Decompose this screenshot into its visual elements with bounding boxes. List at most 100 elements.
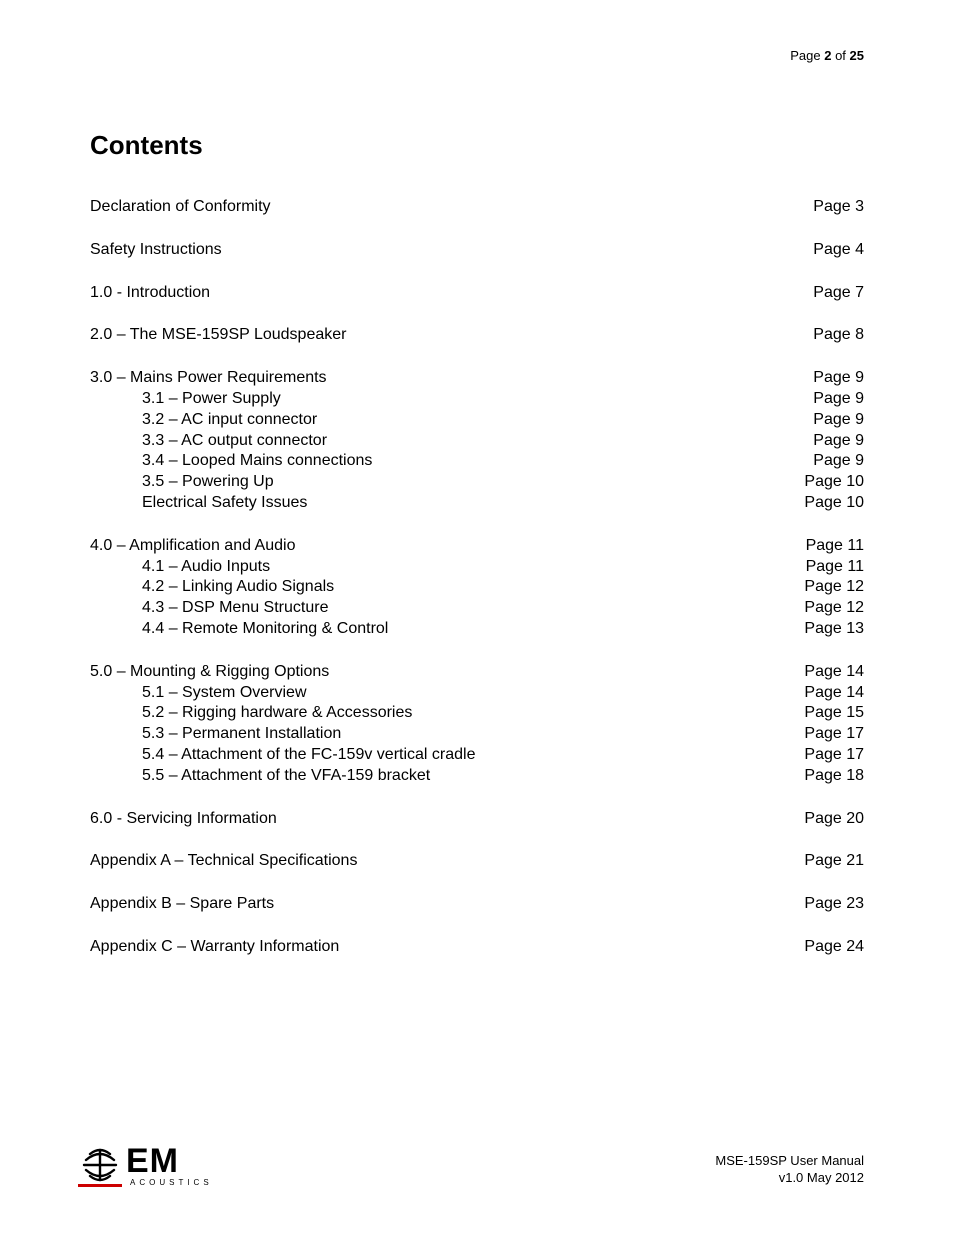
toc-entry-title: 4.3 – DSP Menu Structure bbox=[90, 598, 784, 619]
toc-block: 3.0 – Mains Power RequirementsPage 93.1 … bbox=[90, 368, 864, 514]
toc-entry-title: 3.3 – AC output connector bbox=[90, 431, 793, 452]
toc-entry-page: Page 3 bbox=[793, 197, 864, 218]
toc-row: 3.2 – AC input connectorPage 9 bbox=[90, 410, 864, 431]
brand-logo: EM ACOUSTICS bbox=[78, 1146, 213, 1187]
toc-entry-title: 5.5 – Attachment of the VFA-159 bracket bbox=[90, 766, 784, 787]
toc-entry-title: 4.4 – Remote Monitoring & Control bbox=[90, 619, 784, 640]
document-page: Page 2 of 25 Contents Declaration of Con… bbox=[0, 0, 954, 1235]
toc-entry-title: 5.3 – Permanent Installation bbox=[90, 724, 784, 745]
toc-entry-title: 3.4 – Looped Mains connections bbox=[90, 451, 793, 472]
toc-block: 4.0 – Amplification and AudioPage 114.1 … bbox=[90, 536, 864, 640]
toc-entry-title: Appendix B – Spare Parts bbox=[90, 894, 784, 915]
toc-block: 6.0 - Servicing InformationPage 20 bbox=[90, 809, 864, 830]
page-footer: EM ACOUSTICS MSE-159SP User Manual v1.0 … bbox=[78, 1146, 864, 1187]
toc-entry-page: Page 9 bbox=[793, 431, 864, 452]
toc-entry-page: Page 13 bbox=[784, 619, 864, 640]
toc-entry-title: Electrical Safety Issues bbox=[90, 493, 784, 514]
page-number: Page 2 of 25 bbox=[790, 48, 864, 63]
toc-entry-title: 5.0 – Mounting & Rigging Options bbox=[90, 662, 784, 683]
contents-heading: Contents bbox=[90, 130, 864, 161]
page-number-total: 25 bbox=[850, 48, 864, 63]
toc-block: Appendix C – Warranty InformationPage 24 bbox=[90, 937, 864, 958]
toc-entry-page: Page 11 bbox=[786, 536, 864, 557]
toc-entry-page: Page 15 bbox=[784, 703, 864, 724]
logo-em: EM bbox=[126, 1146, 179, 1177]
toc-entry-title: 1.0 - Introduction bbox=[90, 283, 793, 304]
toc-row: Appendix C – Warranty InformationPage 24 bbox=[90, 937, 864, 958]
toc-row: 4.1 – Audio InputsPage 11 bbox=[90, 557, 864, 578]
toc-entry-page: Page 24 bbox=[784, 937, 864, 958]
logo-acoustics: ACOUSTICS bbox=[126, 1179, 213, 1187]
toc-entry-page: Page 21 bbox=[784, 851, 864, 872]
toc-entry-title: 4.1 – Audio Inputs bbox=[90, 557, 786, 578]
toc-row: 3.1 – Power SupplyPage 9 bbox=[90, 389, 864, 410]
toc-entry-title: Safety Instructions bbox=[90, 240, 793, 261]
toc-entry-title: 5.2 – Rigging hardware & Accessories bbox=[90, 703, 784, 724]
toc-row: 5.4 – Attachment of the FC-159v vertical… bbox=[90, 745, 864, 766]
toc-block: 5.0 – Mounting & Rigging OptionsPage 145… bbox=[90, 662, 864, 787]
logo-text: EM ACOUSTICS bbox=[126, 1146, 213, 1187]
toc-entry-title: 5.4 – Attachment of the FC-159v vertical… bbox=[90, 745, 784, 766]
toc-row: 4.0 – Amplification and AudioPage 11 bbox=[90, 536, 864, 557]
toc-row: Safety InstructionsPage 4 bbox=[90, 240, 864, 261]
toc-entry-page: Page 14 bbox=[784, 662, 864, 683]
toc-row: 1.0 - IntroductionPage 7 bbox=[90, 283, 864, 304]
toc-block: Appendix B – Spare PartsPage 23 bbox=[90, 894, 864, 915]
toc-entry-page: Page 8 bbox=[793, 325, 864, 346]
toc-entry-page: Page 4 bbox=[793, 240, 864, 261]
toc-row: 3.4 – Looped Mains connectionsPage 9 bbox=[90, 451, 864, 472]
toc-entry-title: 3.5 – Powering Up bbox=[90, 472, 784, 493]
footer-line-2: v1.0 May 2012 bbox=[715, 1169, 864, 1187]
toc-entry-page: Page 10 bbox=[784, 493, 864, 514]
toc-block: 1.0 - IntroductionPage 7 bbox=[90, 283, 864, 304]
toc-entry-title: Declaration of Conformity bbox=[90, 197, 793, 218]
toc-row: Declaration of ConformityPage 3 bbox=[90, 197, 864, 218]
toc-entry-page: Page 17 bbox=[784, 745, 864, 766]
toc-row: 5.5 – Attachment of the VFA-159 bracketP… bbox=[90, 766, 864, 787]
toc-row: 3.3 – AC output connectorPage 9 bbox=[90, 431, 864, 452]
toc-entry-page: Page 9 bbox=[793, 410, 864, 431]
toc-entry-page: Page 7 bbox=[793, 283, 864, 304]
toc-entry-page: Page 17 bbox=[784, 724, 864, 745]
toc-entry-page: Page 12 bbox=[784, 598, 864, 619]
toc-entry-title: Appendix C – Warranty Information bbox=[90, 937, 784, 958]
page-number-prefix: Page bbox=[790, 48, 824, 63]
toc-row: 5.0 – Mounting & Rigging OptionsPage 14 bbox=[90, 662, 864, 683]
toc-entry-page: Page 9 bbox=[793, 368, 864, 389]
toc-entry-page: Page 18 bbox=[784, 766, 864, 787]
toc-entry-title: 5.1 – System Overview bbox=[90, 683, 784, 704]
toc-entry-title: Appendix A – Technical Specifications bbox=[90, 851, 784, 872]
toc-entry-page: Page 9 bbox=[793, 389, 864, 410]
toc-entry-page: Page 14 bbox=[784, 683, 864, 704]
toc-entry-page: Page 23 bbox=[784, 894, 864, 915]
logo-mark-icon bbox=[78, 1147, 122, 1187]
toc-row: 2.0 – The MSE-159SP LoudspeakerPage 8 bbox=[90, 325, 864, 346]
toc-row: 3.0 – Mains Power RequirementsPage 9 bbox=[90, 368, 864, 389]
footer-text: MSE-159SP User Manual v1.0 May 2012 bbox=[715, 1152, 864, 1187]
toc-entry-title: 2.0 – The MSE-159SP Loudspeaker bbox=[90, 325, 793, 346]
toc-row: Appendix B – Spare PartsPage 23 bbox=[90, 894, 864, 915]
footer-line-1: MSE-159SP User Manual bbox=[715, 1152, 864, 1170]
page-number-of: of bbox=[831, 48, 849, 63]
toc-row: Electrical Safety IssuesPage 10 bbox=[90, 493, 864, 514]
toc-block: Appendix A – Technical SpecificationsPag… bbox=[90, 851, 864, 872]
toc-entry-title: 3.1 – Power Supply bbox=[90, 389, 793, 410]
toc-entry-page: Page 12 bbox=[784, 577, 864, 598]
toc-entry-title: 3.2 – AC input connector bbox=[90, 410, 793, 431]
toc-block: 2.0 – The MSE-159SP LoudspeakerPage 8 bbox=[90, 325, 864, 346]
toc-row: 5.1 – System OverviewPage 14 bbox=[90, 683, 864, 704]
toc-row: 4.4 – Remote Monitoring & ControlPage 13 bbox=[90, 619, 864, 640]
toc-entry-page: Page 10 bbox=[784, 472, 864, 493]
toc-entry-page: Page 20 bbox=[784, 809, 864, 830]
toc-block: Declaration of ConformityPage 3 bbox=[90, 197, 864, 218]
toc-entry-title: 4.2 – Linking Audio Signals bbox=[90, 577, 784, 598]
toc-entry-title: 6.0 - Servicing Information bbox=[90, 809, 784, 830]
toc-row: 4.2 – Linking Audio SignalsPage 12 bbox=[90, 577, 864, 598]
toc-row: 3.5 – Powering UpPage 10 bbox=[90, 472, 864, 493]
toc-row: 5.2 – Rigging hardware & AccessoriesPage… bbox=[90, 703, 864, 724]
toc-entry-page: Page 9 bbox=[793, 451, 864, 472]
toc-row: 4.3 – DSP Menu StructurePage 12 bbox=[90, 598, 864, 619]
toc-row: 5.3 – Permanent InstallationPage 17 bbox=[90, 724, 864, 745]
toc-row: 6.0 - Servicing InformationPage 20 bbox=[90, 809, 864, 830]
table-of-contents: Declaration of ConformityPage 3 Safety In… bbox=[90, 197, 864, 958]
